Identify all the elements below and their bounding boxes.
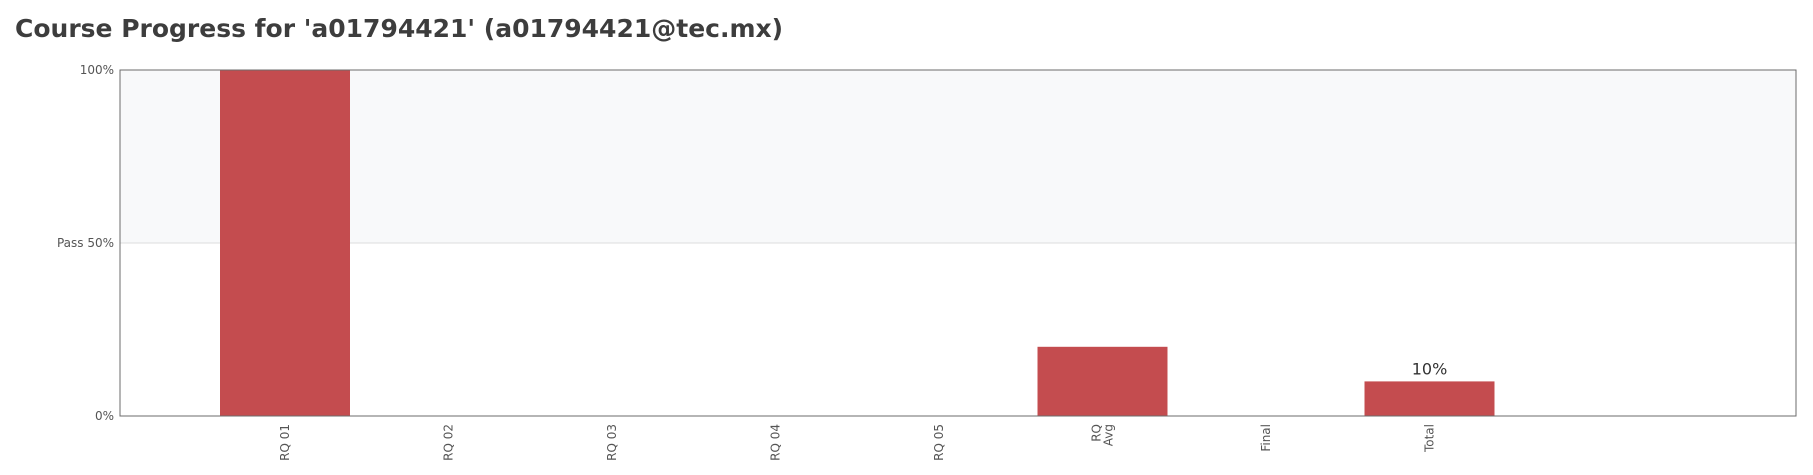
y-tick-label: Pass 50% [57,236,114,250]
data-labels: 10% [1412,359,1448,378]
y-tick-label: 0% [95,409,114,423]
data-label: 10% [1412,359,1448,378]
x-tick-label: RQAvg [1090,424,1116,446]
x-tick-text: RQAvg [1090,424,1116,446]
y-tick-label: 100% [80,63,114,77]
x-tick-text: Total [1423,424,1437,453]
x-tick-label: RQ 04 [769,424,783,461]
pass-zone-band [120,70,1796,243]
x-tick-label: Final [1259,424,1273,452]
x-tick-text: RQ 03 [605,424,619,461]
x-tick-label: RQ 03 [605,424,619,461]
plot-area-frame [119,69,1797,417]
x-tick-label: RQ 02 [442,424,456,461]
x-tick-label: RQ 05 [932,424,946,461]
bar [1364,381,1495,416]
x-tick-text: RQ 01 [278,424,292,461]
x-tick-label: RQ 01 [278,424,292,461]
x-tick-label: Total [1423,424,1437,453]
bar [1037,346,1168,416]
bars [220,70,1495,416]
x-tick-text: RQ 02 [442,424,456,461]
page-title: Course Progress for 'a01794421' (a017944… [15,14,784,43]
bar [220,70,350,416]
x-tick-text: Final [1259,424,1273,452]
x-axis-ticks: RQ 01 RQ 02 RQ 03 RQ 04 RQ 05 RQAvg Final Total [278,424,1437,461]
x-tick-text: RQ 04 [769,424,783,461]
y-axis-ticks: 100% Pass 50% 0% [57,63,114,423]
x-tick-text: RQ 05 [932,424,946,461]
